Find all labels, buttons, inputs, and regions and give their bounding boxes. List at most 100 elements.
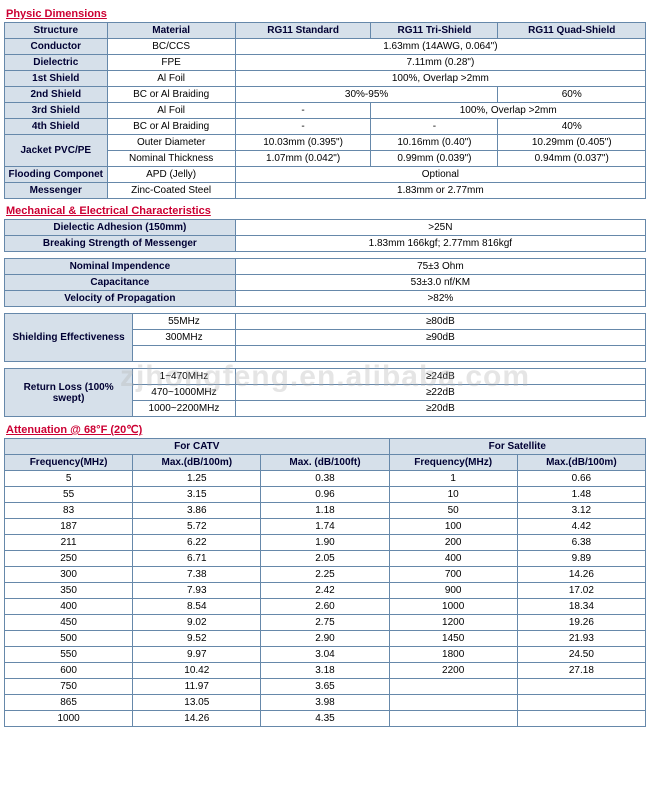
cell: 13.05 [133,695,261,711]
cell: 53±3.0 nf/KM [235,275,645,291]
cell: 60% [498,87,646,103]
cell [517,695,645,711]
cell: 14.26 [517,567,645,583]
cell: 470~1000MHz [133,385,236,401]
cell [133,346,236,362]
row-flooding: Flooding Componet [5,167,108,183]
cell: 9.97 [133,647,261,663]
cell: 3.65 [261,679,389,695]
return-loss-table: Return Loss (100% swept) 1~470MHz ≥24dB … [4,368,646,417]
cell: 700 [389,567,517,583]
cell: ≥80dB [235,314,645,330]
section2-title: Mechanical & Electrical Characteristics [6,205,646,217]
cell: 2.42 [261,583,389,599]
col-freq2: Frequency(MHz) [389,455,517,471]
table-row: 5509.973.04180024.50 [5,647,646,663]
cell: 200 [389,535,517,551]
cell: 1~470MHz [133,369,236,385]
mech-elec-table-1: Dielectic Adhesion (150mm) >25N Breaking… [4,219,646,252]
row-shielding: Shielding Effectiveness [5,314,133,362]
cell: 1.63mm (14AWG, 0.064") [235,39,645,55]
cell: 10.16mm (0.40") [371,135,498,151]
mech-elec-table-2: Nominal Impendence 75±3 Ohm Capacitance … [4,258,646,307]
cell: 500 [5,631,133,647]
row-returnloss: Return Loss (100% swept) [5,369,133,417]
cell: 24.50 [517,647,645,663]
row-impedance: Nominal Impendence [5,259,236,275]
cell: 187 [5,519,133,535]
cell: 75±3 Ohm [235,259,645,275]
cell: 1.25 [133,471,261,487]
cell: - [235,103,371,119]
cell: 2200 [389,663,517,679]
cell: 2.90 [261,631,389,647]
row-dielectric: Dielectric [5,55,108,71]
cell: 2.60 [261,599,389,615]
section1-title: Physic Dimensions [6,8,646,20]
cell: 3.86 [133,503,261,519]
cell: 8.54 [133,599,261,615]
cell: 100 [389,519,517,535]
cell: ≥22dB [235,385,645,401]
table-row: 3507.932.4290017.02 [5,583,646,599]
cell: 18.34 [517,599,645,615]
cell: 1 [389,471,517,487]
cell: 400 [5,599,133,615]
cell [389,679,517,695]
cell: 6.38 [517,535,645,551]
cell: 2.25 [261,567,389,583]
cell: 7.38 [133,567,261,583]
cell: 1000 [5,711,133,727]
cell: 0.96 [261,487,389,503]
row-shield2: 2nd Shield [5,87,108,103]
cell: ≥24dB [235,369,645,385]
cell: 14.26 [133,711,261,727]
cell: 0.66 [517,471,645,487]
cell: 1000 [389,599,517,615]
cell: Al Foil [107,71,235,87]
cell: 6.22 [133,535,261,551]
cell: 750 [5,679,133,695]
cell: 600 [5,663,133,679]
cell: 1.90 [261,535,389,551]
cell: 1.83mm 166kgf; 2.77mm 816kgf [235,236,645,252]
cell: 1.48 [517,487,645,503]
cell: 0.94mm (0.037") [498,151,646,167]
row-jacket: Jacket PVC/PE [5,135,108,167]
table-row: 833.861.18503.12 [5,503,646,519]
cell: 1200 [389,615,517,631]
cell: 6.71 [133,551,261,567]
cell: 1.18 [261,503,389,519]
table-row: 2116.221.902006.38 [5,535,646,551]
table-row: 100014.264.35 [5,711,646,727]
cell: 1.74 [261,519,389,535]
cell: Optional [235,167,645,183]
cell [517,711,645,727]
cell: 83 [5,503,133,519]
cell: APD (Jelly) [107,167,235,183]
header-catv: For CATV [5,439,390,455]
cell: 9.52 [133,631,261,647]
cell: BC or Al Braiding [107,87,235,103]
cell: >25N [235,220,645,236]
table-row: 4509.022.75120019.26 [5,615,646,631]
cell: 5 [5,471,133,487]
row-adhesion: Dielectic Adhesion (150mm) [5,220,236,236]
shielding-table: Shielding Effectiveness 55MHz ≥80dB 300M… [4,313,646,362]
table-row: 3007.382.2570014.26 [5,567,646,583]
table-row: 1875.721.741004.42 [5,519,646,535]
table-row: 4008.542.60100018.34 [5,599,646,615]
cell: 10.03mm (0.395") [235,135,371,151]
cell: 9.89 [517,551,645,567]
table-row: 553.150.96101.48 [5,487,646,503]
cell: 10 [389,487,517,503]
cell [517,679,645,695]
cell: FPE [107,55,235,71]
cell: 21.93 [517,631,645,647]
cell: 17.02 [517,583,645,599]
cell: 400 [389,551,517,567]
cell: 19.26 [517,615,645,631]
cell: 3.18 [261,663,389,679]
cell: 3.15 [133,487,261,503]
cell [389,711,517,727]
